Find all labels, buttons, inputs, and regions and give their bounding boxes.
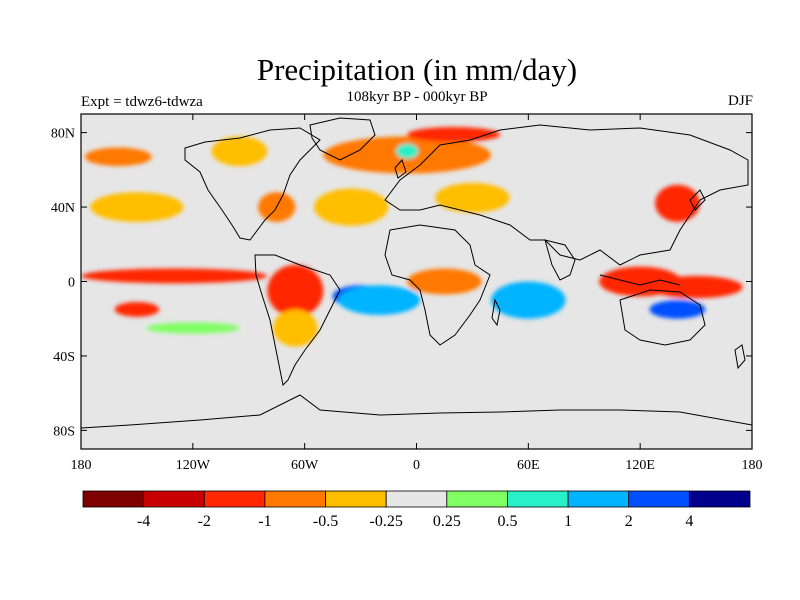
- x-tick-label: 60E: [517, 458, 540, 473]
- colorbar-label: -1: [258, 513, 271, 530]
- colorbar-bin: [446, 490, 508, 508]
- y-tick-label: 40N: [51, 201, 75, 216]
- anomaly-south-pacific-dry: [114, 301, 160, 317]
- precip-anomaly-layer: [81, 127, 743, 347]
- colorbar-label: -0.25: [370, 513, 403, 530]
- y-tick-label: 0: [68, 276, 75, 291]
- anomaly-europe-dry: [435, 182, 510, 213]
- colorbar-bin: [203, 490, 266, 508]
- colorbar-bin: [325, 490, 387, 508]
- anomaly-south-america-dry: [272, 309, 318, 347]
- anomaly-greenland-wet: [395, 143, 419, 159]
- anomaly-north-atlantic-dry-2: [313, 188, 389, 226]
- colorbar-label: -0.5: [313, 513, 338, 530]
- colorbar-label: 0.5: [497, 513, 517, 530]
- colorbar-bin: [567, 490, 630, 508]
- y-tick-label: 40S: [53, 350, 75, 365]
- page-subtitle: 108kyr BP - 000kyr BP: [346, 89, 488, 105]
- colorbar-label: -4: [137, 513, 150, 530]
- experiment-label: Expt = tdwz6-tdwza: [81, 94, 203, 110]
- anomaly-south-atlantic-wet-2: [338, 285, 421, 315]
- colorbar: -4 -2 -1 -0.5 -0.25 0.25 0.5 1 2 4: [82, 490, 751, 530]
- coastlines: [81, 117, 752, 429]
- anomaly-pacific-northwest-dry: [90, 192, 184, 222]
- x-tick-label: 180: [71, 458, 92, 473]
- anomaly-canada-dry: [211, 136, 268, 167]
- colorbar-label: 2: [625, 513, 633, 530]
- x-axis: 180 120W 60W 0 60E 120E 180: [71, 114, 763, 473]
- x-tick-label: 0: [413, 458, 420, 473]
- colorbar-bin: [628, 490, 690, 508]
- colorbar-bin: [82, 490, 145, 508]
- colorbar-label: -2: [198, 513, 211, 530]
- anomaly-amazon-dry: [267, 264, 324, 317]
- y-tick-label: 80N: [51, 127, 75, 142]
- anomaly-southern-ocean-wet: [146, 322, 240, 334]
- colorbar-bin: [143, 490, 205, 508]
- anomaly-west-pacific-dry: [649, 275, 743, 299]
- anomaly-south-pacific-wet: [649, 300, 706, 319]
- anomaly-east-pacific-dry-band: [81, 268, 268, 284]
- anomaly-japan-dry: [655, 184, 700, 222]
- y-tick-label: 80S: [53, 424, 75, 439]
- colorbar-label: 0.25: [433, 513, 461, 530]
- x-tick-label: 60W: [291, 458, 319, 473]
- anomaly-arctic-dry: [407, 127, 501, 142]
- anomaly-africa-dry: [407, 268, 482, 295]
- colorbar-label: 1: [564, 513, 572, 530]
- season-label: DJF: [727, 93, 753, 109]
- page-title: Precipitation (in mm/day): [256, 52, 578, 87]
- x-tick-label: 120W: [176, 458, 211, 473]
- colorbar-bin: [385, 490, 448, 508]
- anomaly-indian-ocean-wet: [491, 281, 566, 319]
- x-tick-label: 180: [742, 458, 763, 473]
- x-tick-label: 120E: [625, 458, 655, 473]
- colorbar-bin: [688, 490, 751, 508]
- anomaly-north-pacific-dry: [84, 147, 152, 167]
- colorbar-bin: [264, 490, 326, 508]
- y-axis: 80N 40N 0 40S 80S: [51, 127, 752, 439]
- colorbar-label: 4: [685, 513, 693, 530]
- colorbar-bin: [507, 490, 569, 508]
